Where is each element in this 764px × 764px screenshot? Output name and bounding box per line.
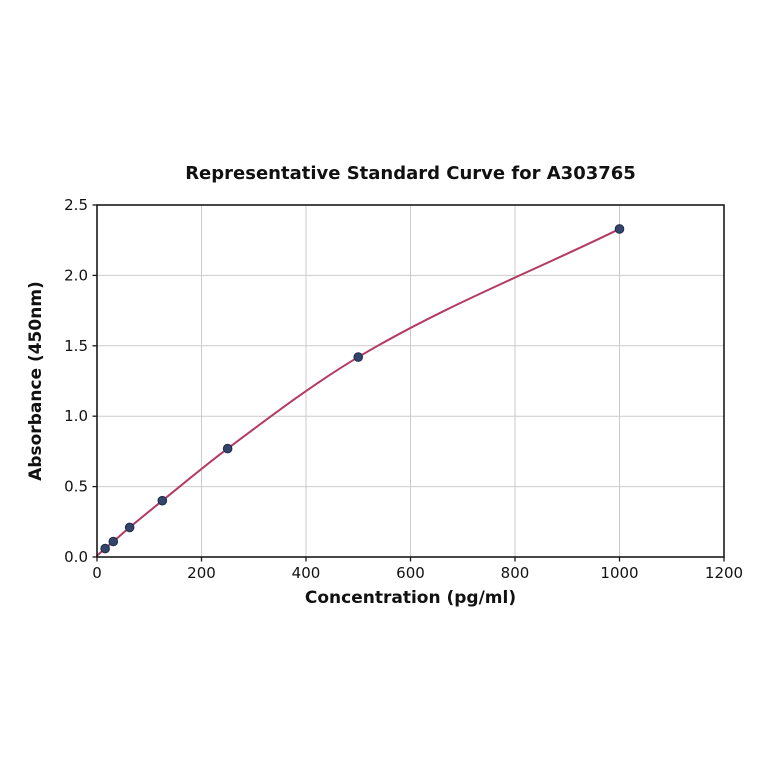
data-point-marker xyxy=(157,495,168,506)
data-point-marker xyxy=(614,224,625,234)
y-tick-label: 1.5 xyxy=(64,337,88,355)
x-tick-label: 200 xyxy=(187,564,216,582)
y-tick-label: 2.0 xyxy=(64,266,88,284)
x-tick-label: 600 xyxy=(396,564,425,582)
chart-title: Representative Standard Curve for A30376… xyxy=(185,163,636,184)
data-point-marker xyxy=(124,522,135,533)
x-axis-label: Concentration (pg/ml) xyxy=(304,588,517,608)
x-tick-label: 0 xyxy=(92,564,102,582)
data-point-marker xyxy=(222,443,233,454)
x-tick-label: 400 xyxy=(292,564,321,582)
y-tick-label: 2.5 xyxy=(64,196,88,214)
x-tick-label: 800 xyxy=(501,564,530,582)
y-tick-label: 1.0 xyxy=(64,407,88,425)
x-tick-label: 1200 xyxy=(705,564,743,582)
x-tick-label: 1000 xyxy=(600,564,638,582)
y-tick-label: 0.0 xyxy=(64,548,88,566)
data-point-marker xyxy=(353,352,364,362)
standard-curve-line xyxy=(96,227,621,557)
data-point-marker xyxy=(100,543,110,554)
y-tick-label: 0.5 xyxy=(64,478,88,496)
data-point-marker xyxy=(108,536,119,547)
